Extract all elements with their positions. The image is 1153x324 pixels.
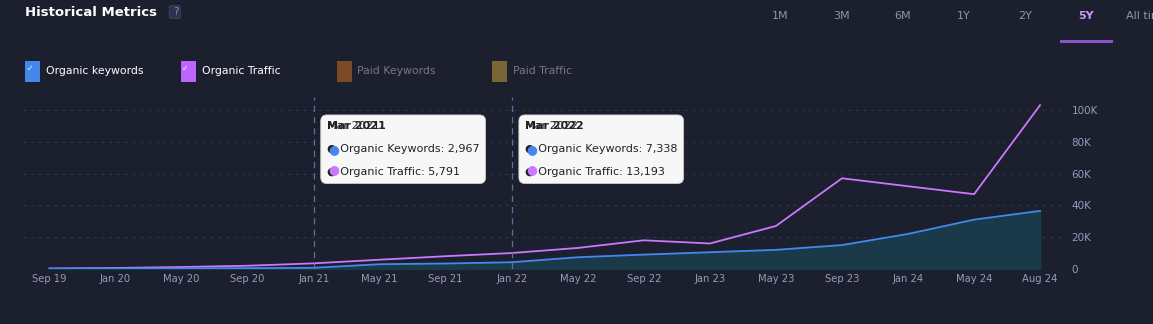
Text: ?: ? xyxy=(171,7,179,17)
Text: Mar 2021: Mar 2021 xyxy=(326,121,385,131)
Text: 1Y: 1Y xyxy=(957,11,971,21)
Text: 1M: 1M xyxy=(773,11,789,21)
Text: ●: ● xyxy=(329,163,339,176)
Text: Mar 2021

● Organic Keywords: 2,967

● Organic Traffic: 5,791: Mar 2021 ● Organic Keywords: 2,967 ● Org… xyxy=(326,121,480,178)
Text: ✓: ✓ xyxy=(27,64,33,73)
Text: Organic keywords: Organic keywords xyxy=(46,66,144,76)
Text: 3M: 3M xyxy=(834,11,850,21)
Text: 6M: 6M xyxy=(895,11,911,21)
Text: ●: ● xyxy=(329,143,339,156)
Text: ●: ● xyxy=(526,143,537,156)
Text: Paid Traffic: Paid Traffic xyxy=(513,66,572,76)
Text: Mar 2022: Mar 2022 xyxy=(525,121,583,131)
Text: Organic Traffic: Organic Traffic xyxy=(202,66,280,76)
Text: All time: All time xyxy=(1126,11,1153,21)
Text: Mar 2022

● Organic Keywords: 7,338

● Organic Traffic: 13,193: Mar 2022 ● Organic Keywords: 7,338 ● Org… xyxy=(525,121,678,178)
Text: Paid Keywords: Paid Keywords xyxy=(357,66,436,76)
Text: Historical Metrics: Historical Metrics xyxy=(25,6,157,19)
Text: 5Y: 5Y xyxy=(1078,11,1094,21)
Text: ✓: ✓ xyxy=(182,64,189,73)
Text: 2Y: 2Y xyxy=(1018,11,1032,21)
Text: ●: ● xyxy=(526,163,537,176)
